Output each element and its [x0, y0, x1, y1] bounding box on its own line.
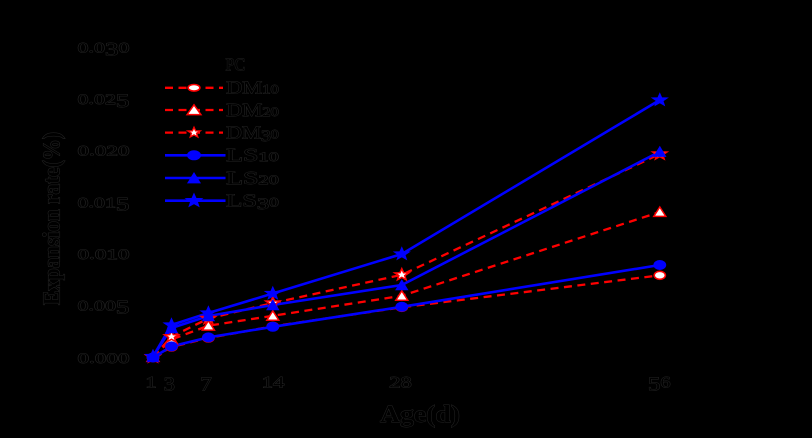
svg-text:Age(d): Age(d) [380, 402, 460, 428]
svg-text:PC: PC [226, 55, 246, 75]
svg-text:Expansion rate(%): Expansion rate(%) [38, 132, 65, 305]
svg-text:0.025: 0.02 5 [78, 92, 130, 112]
svg-text:0.010: 0.010 [78, 247, 130, 263]
svg-text:0.000: 0.000 [78, 351, 130, 367]
svg-text:0.030: 0.0 3 0 [78, 40, 130, 60]
svg-text:0.005: 0.00 5 [78, 299, 130, 319]
svg-text:56: 56 [648, 374, 671, 395]
svg-text:28: 28 [389, 374, 412, 391]
svg-text:3: 3 [164, 374, 175, 395]
svg-text:1: 1 [145, 374, 156, 391]
svg-text:0.015: 0.01 5 [78, 196, 130, 216]
svg-text:0.020: 0.020 [78, 144, 130, 160]
svg-text:14: 14 [262, 374, 285, 391]
svg-text:7: 7 [200, 374, 212, 395]
